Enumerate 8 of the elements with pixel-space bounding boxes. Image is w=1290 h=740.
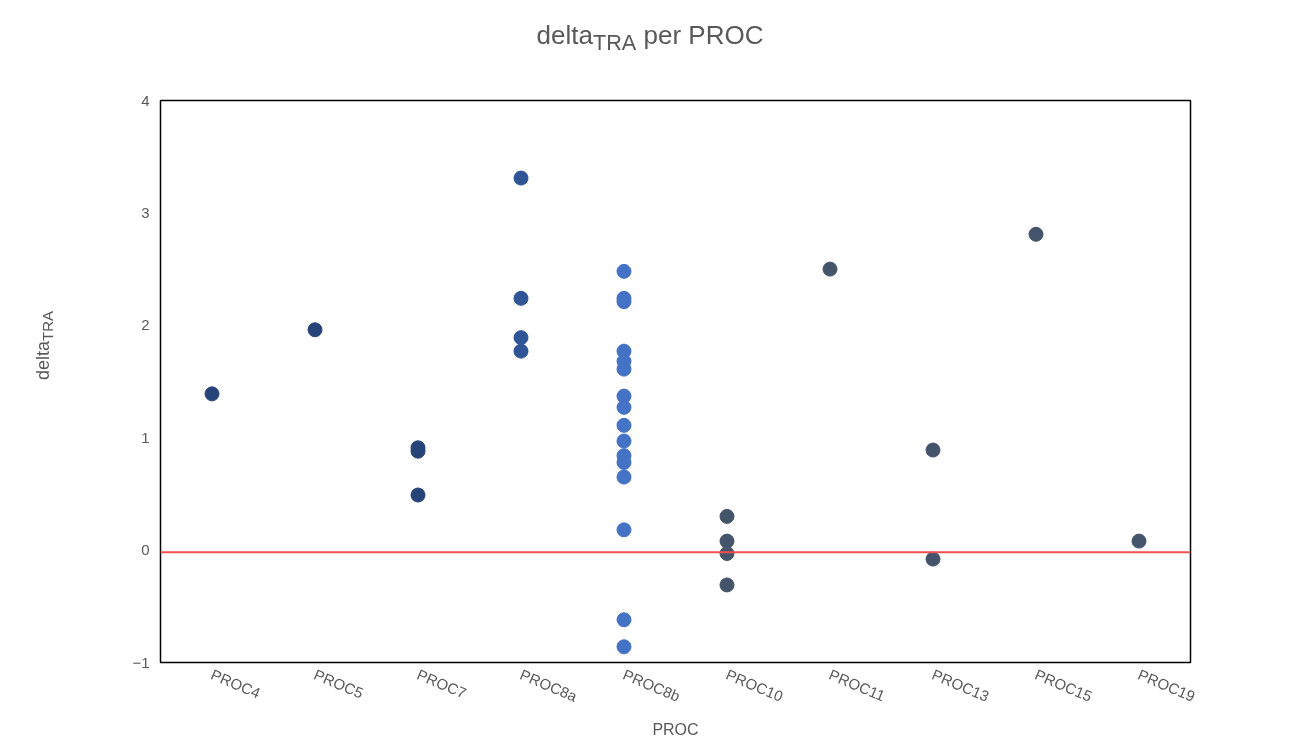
y-tick-label: 0 (141, 541, 150, 559)
y-tick-label: 4 (141, 91, 150, 109)
y-tick-label: 3 (141, 203, 150, 221)
x-axis-title: PROC (652, 720, 699, 738)
y-tick-label: 2 (141, 316, 150, 334)
y-tick-label: −1 (132, 653, 150, 671)
y-tick-label: 1 (141, 428, 150, 446)
chart-title: delta$_{TRA}$ per PROC (536, 19, 764, 58)
